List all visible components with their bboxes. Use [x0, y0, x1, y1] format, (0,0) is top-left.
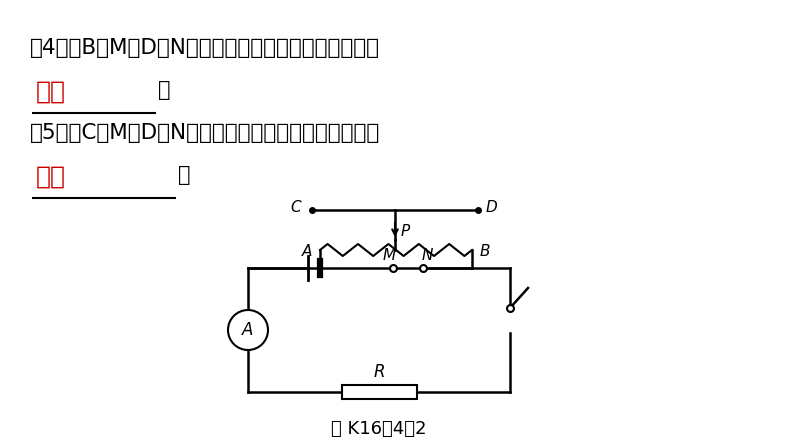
- Circle shape: [228, 310, 268, 350]
- Text: N: N: [422, 248, 433, 262]
- Text: 图 K16－4－2: 图 K16－4－2: [331, 420, 426, 438]
- Text: C: C: [291, 201, 301, 215]
- Text: P: P: [401, 224, 410, 240]
- Text: R: R: [373, 363, 385, 381]
- Text: 。: 。: [178, 165, 191, 185]
- Text: 不变: 不变: [36, 165, 66, 189]
- Text: A: A: [302, 244, 312, 258]
- Text: 。: 。: [158, 80, 171, 100]
- Text: 变小: 变小: [36, 80, 66, 104]
- Text: B: B: [480, 244, 490, 258]
- Text: （5）当C接M，D接N时，滑片向右移动，电流表示数将: （5）当C接M，D接N时，滑片向右移动，电流表示数将: [30, 123, 380, 143]
- Text: A: A: [242, 321, 254, 339]
- Text: M: M: [383, 248, 395, 262]
- Text: （4）当B接M，D接N时，滑片向左移动，电流表示数将: （4）当B接M，D接N时，滑片向左移动，电流表示数将: [30, 38, 380, 58]
- Text: D: D: [485, 201, 497, 215]
- Bar: [341, 385, 417, 399]
